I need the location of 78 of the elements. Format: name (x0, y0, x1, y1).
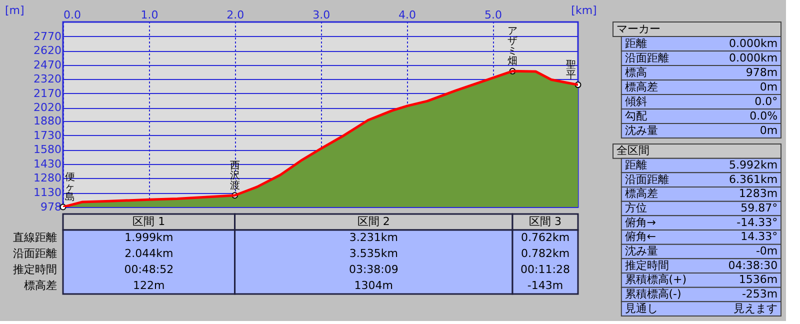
x-tick-label: 0.0 (64, 8, 81, 22)
x-tick-label: 2.0 (226, 8, 244, 22)
text: 0m (760, 80, 778, 94)
text: 標高差 (624, 187, 658, 200)
text: 見通し (624, 302, 658, 315)
text: 距離 (624, 36, 647, 50)
text: 傾斜 (624, 94, 647, 108)
y-tick-label: 1730 (34, 128, 62, 142)
text: 00:48:52 (124, 263, 174, 276)
text: マーカー (616, 22, 660, 36)
y-tick-label: 978 (40, 200, 62, 214)
text: 沈み量 (624, 124, 658, 137)
y-tick-label: 2770 (34, 30, 62, 43)
text: 俯角→ (624, 216, 656, 229)
text: 標高 (624, 66, 647, 79)
text: 3.231km (349, 231, 398, 244)
text: 区間 1 (132, 215, 166, 228)
text: 3.535km (349, 247, 398, 260)
text: 122m (133, 279, 165, 292)
text: 978m (746, 66, 778, 79)
text: 標高差 (24, 279, 57, 292)
y-axis-title: [m] (5, 4, 24, 17)
text: 14.33° (740, 230, 778, 244)
y-tick-label: 1880 (34, 114, 62, 128)
text: 区間 3 (529, 215, 562, 228)
text: 沿面距離 (624, 51, 669, 64)
text: -253m (742, 288, 778, 300)
text: 方位 (624, 202, 647, 214)
text: 1283m (738, 187, 778, 200)
text: 俯角← (624, 230, 656, 244)
text: 見えます (734, 302, 778, 315)
y-tick-label: 2020 (34, 101, 62, 114)
text: 区間 2 (357, 215, 390, 228)
text: 0m (760, 124, 778, 137)
text: 推定時間 (13, 263, 57, 276)
y-tick-label: 1580 (34, 143, 62, 156)
text: 6.361km (729, 172, 778, 186)
y-tick-label: 1430 (34, 157, 62, 170)
text: 全区間 (616, 144, 650, 158)
text: -143m (527, 279, 564, 292)
text: 0.000km (729, 51, 778, 64)
text: 累積標高(-) (624, 288, 682, 300)
text: -0m (756, 244, 778, 258)
text: 59.87° (740, 202, 778, 214)
x-tick-label: 1.0 (140, 8, 158, 22)
x-tick-label: 4.0 (398, 8, 416, 22)
text: 累積標高(+) (624, 273, 687, 286)
text: 標高差 (624, 80, 658, 94)
text: 沿面距離 (624, 172, 669, 186)
text: 0.782km (520, 247, 570, 260)
text: 沿面距離 (13, 247, 57, 260)
text: 沈み量 (624, 244, 658, 258)
text: -14.33° (736, 216, 778, 229)
y-tick-label: 2620 (34, 44, 62, 58)
text: 1304m (354, 279, 394, 292)
y-tick-label: 2170 (34, 86, 62, 100)
text: 04:38:30 (728, 258, 778, 272)
y-tick-label: 2320 (34, 72, 62, 86)
x-tick-label: 5.0 (484, 8, 502, 22)
text: 推定時間 (624, 258, 669, 272)
text: 00:11:28 (520, 263, 570, 276)
text: 03:38:09 (348, 263, 398, 276)
text: 0.0° (754, 94, 778, 108)
y-tick-label: 1280 (34, 172, 62, 185)
text: 勾配 (624, 109, 647, 122)
text: 2.044km (124, 247, 174, 260)
x-tick-label: 3.0 (312, 8, 330, 22)
text: 距離 (624, 158, 647, 172)
text: 1.999km (124, 231, 174, 244)
text: 直線距離 (13, 231, 57, 244)
text: 1536m (738, 273, 778, 286)
x-axis-title: [km] (571, 4, 597, 17)
text: 0.762km (520, 231, 570, 244)
text: 0.000km (729, 36, 778, 50)
text: 0.0% (750, 109, 778, 122)
y-tick-label: 2470 (34, 58, 62, 72)
y-tick-label: 1130 (34, 186, 62, 200)
text: 5.992km (729, 158, 778, 172)
